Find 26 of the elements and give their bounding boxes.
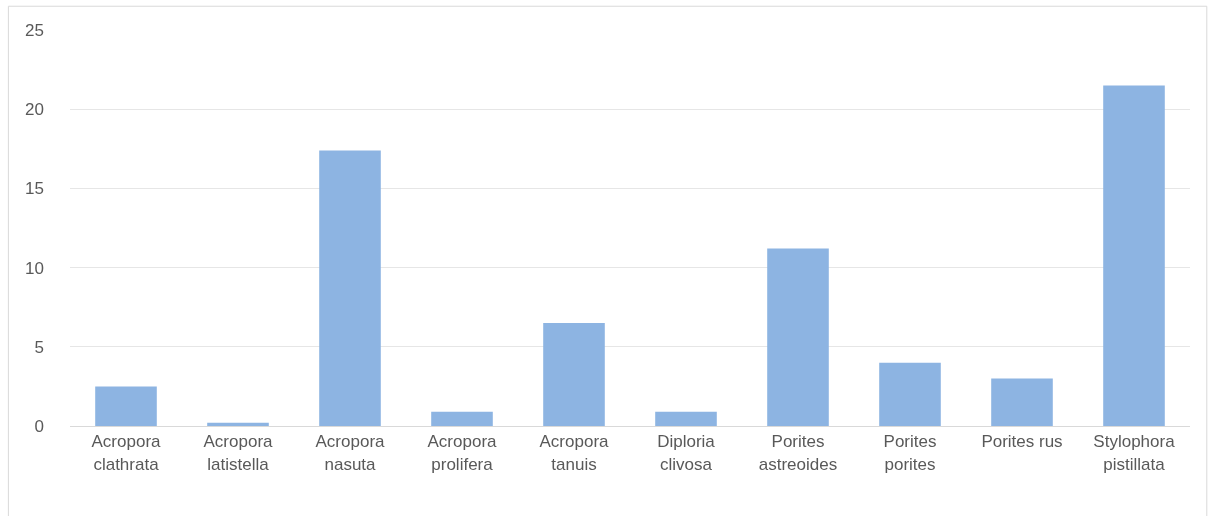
- bar: [431, 411, 493, 426]
- x-tick-label: Acropora clathrata: [91, 432, 162, 474]
- x-tick-label: Acropora tanuis: [539, 432, 610, 474]
- bar: [319, 150, 381, 426]
- y-tick-label: 0: [34, 416, 44, 436]
- x-tick-label: Acropora latistella: [203, 432, 274, 474]
- y-tick-label: 10: [25, 258, 44, 278]
- x-tick-label: Porites porites: [883, 432, 937, 474]
- x-tick-label: Diploria clivosa: [657, 432, 716, 474]
- x-tick-label: Porites astreoides: [758, 432, 838, 474]
- bar: [655, 411, 717, 426]
- bar: [1103, 85, 1165, 426]
- bar: [879, 362, 941, 426]
- x-tick-label: Acropora nasuta: [315, 432, 386, 474]
- y-tick-label: 5: [34, 337, 44, 357]
- x-tick-label: Acropora prolifera: [427, 432, 498, 474]
- bar: [207, 422, 269, 426]
- x-tick-label: Porites rus: [981, 432, 1063, 452]
- y-tick-label: 20: [25, 100, 44, 120]
- y-tick-label: 15: [25, 179, 44, 199]
- x-tick-label: Stylophora pistillata: [1093, 432, 1176, 474]
- bar: [95, 386, 157, 426]
- bar: [991, 378, 1053, 426]
- bar: [543, 323, 605, 426]
- y-tick-label: 25: [25, 20, 44, 40]
- bar: [767, 248, 829, 426]
